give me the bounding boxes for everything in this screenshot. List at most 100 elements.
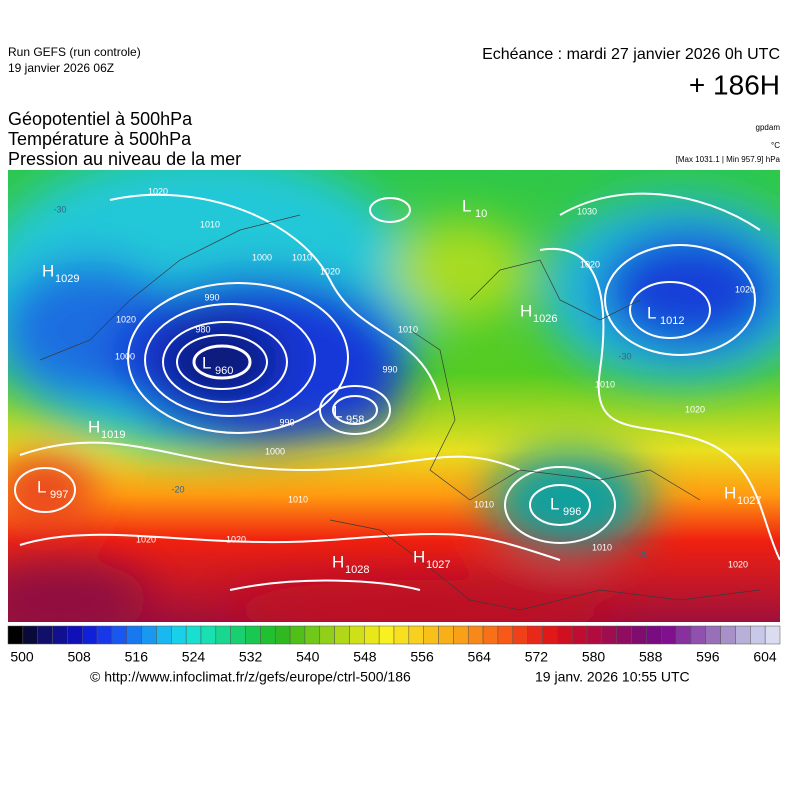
center-value: 996 — [563, 506, 581, 518]
echeance: Echéance : mardi 27 janvier 2026 0h UTC — [482, 46, 780, 63]
colorbar-swatch — [230, 625, 246, 645]
colorbar-swatch — [408, 625, 424, 645]
center-value: 1028 — [345, 564, 369, 576]
center-type: L — [462, 196, 471, 215]
colorbar-tick-label: 516 — [125, 649, 149, 665]
pressure-center: H 1019 — [88, 417, 125, 440]
colorbar-swatch — [7, 625, 24, 645]
colorbar-swatch — [542, 625, 558, 645]
colorbar-swatch — [215, 625, 231, 645]
colorbar-swatch — [334, 625, 350, 645]
colorbar-swatch — [378, 625, 395, 645]
contour-label: 1010 — [288, 494, 308, 504]
contour-label: 1020 — [148, 186, 168, 196]
pressure-center: L 997 — [37, 477, 68, 500]
pressure-center: H 1028 — [332, 552, 369, 575]
contour-label: 990 — [382, 364, 397, 374]
colorbar-tick-label: 556 — [410, 649, 434, 665]
contour-label: 990 — [279, 417, 294, 427]
colorbar-swatch — [660, 625, 677, 645]
contour-label: -20 — [171, 484, 184, 494]
colorbar-tick-label: 540 — [296, 649, 320, 665]
contour-label: -30 — [53, 204, 66, 214]
forecast-step: + 186H — [689, 69, 780, 100]
pressure-center: H 1029 — [42, 261, 79, 284]
colorbar-swatch — [557, 625, 573, 645]
colorbar-tick-label: 524 — [182, 649, 206, 665]
colorbar-swatch — [423, 625, 439, 645]
contour-label: 990 — [204, 292, 219, 302]
colorbar-swatch — [705, 625, 721, 645]
contour-label: 1020 — [685, 404, 705, 414]
colorbar-tick-label: 604 — [753, 649, 777, 665]
map — [8, 170, 780, 622]
colorbar-swatch — [81, 625, 98, 645]
contour-label: 1010 — [292, 252, 312, 262]
center-type: H — [332, 552, 344, 571]
contour-label: 1020 — [136, 534, 156, 544]
unit: gpdam — [756, 123, 781, 132]
unit: °C — [771, 141, 780, 150]
colorbar-swatch — [646, 625, 662, 645]
center-value: 1012 — [660, 315, 684, 327]
pressure-center: H 1026 — [520, 301, 557, 324]
center-value: 960 — [215, 365, 233, 377]
contour-label: 1000 — [252, 252, 272, 262]
center-type: L — [550, 494, 559, 513]
colorbar-swatch — [467, 625, 484, 645]
colorbar-swatch — [586, 625, 603, 645]
unit: [Max 1031.1 | Min 957.9] hPa — [676, 155, 781, 164]
colorbar-swatch — [631, 625, 647, 645]
colorbar-tick-label: 548 — [353, 649, 377, 665]
center-value: 958 — [346, 414, 364, 426]
colorbar-swatch — [319, 625, 335, 645]
center-type: L — [37, 477, 46, 496]
colorbar-swatch — [37, 625, 53, 645]
contour-label: -30 — [618, 351, 631, 361]
colorbar-swatch — [482, 625, 499, 645]
center-type: H — [88, 417, 100, 436]
contour-label: 1000 — [115, 351, 135, 361]
colorbar-swatch — [52, 625, 68, 645]
colorbar-swatch — [126, 625, 142, 645]
colorbar-tick-label: 532 — [239, 649, 263, 665]
colorbar-swatch — [67, 625, 83, 645]
colorbar-swatch — [260, 625, 276, 645]
center-type: H — [520, 301, 532, 320]
contour-label: 1030 — [577, 206, 597, 216]
legend-line: Température à 500hPa — [8, 129, 192, 149]
colorbar-swatch — [601, 625, 617, 645]
colorbar-swatch — [735, 625, 751, 645]
contour-label: 1010 — [398, 324, 418, 334]
colorbar-tick-label: 572 — [525, 649, 549, 665]
pressure-center: L 958 — [333, 402, 364, 425]
colorbar-swatch — [156, 625, 172, 645]
legend-line: Pression au niveau de la mer — [8, 149, 241, 169]
footer-date: 19 janv. 2026 10:55 UTC — [535, 669, 690, 685]
contour-label: 1010 — [200, 219, 220, 229]
colorbar-swatch — [393, 625, 410, 645]
colorbar-swatch — [245, 625, 261, 645]
colorbar-swatch — [438, 625, 454, 645]
center-type: H — [42, 261, 54, 280]
center-type: L — [647, 303, 656, 322]
colorbar-swatch — [200, 625, 217, 645]
colorbar-swatch — [497, 625, 514, 645]
colorbar-tick-label: 580 — [582, 649, 606, 665]
center-type: L — [333, 402, 342, 421]
run-date: 19 janvier 2026 06Z — [8, 61, 114, 75]
colorbar-swatch — [453, 625, 469, 645]
pressure-center: H 1027 — [413, 547, 450, 570]
legend-line: Géopotentiel à 500hPa — [8, 109, 193, 129]
colorbar-swatch — [304, 625, 321, 645]
contour-label: 1020 — [728, 559, 748, 569]
colorbar-swatch — [111, 625, 128, 645]
colorbar-tick-label: 508 — [67, 649, 91, 665]
contour-label: 1020 — [116, 314, 136, 324]
center-value: 1027 — [737, 495, 761, 507]
colorbar-swatch — [720, 625, 736, 645]
contour-label: 1010 — [595, 379, 615, 389]
colorbar-swatch — [141, 625, 157, 645]
center-value: 997 — [50, 489, 68, 501]
